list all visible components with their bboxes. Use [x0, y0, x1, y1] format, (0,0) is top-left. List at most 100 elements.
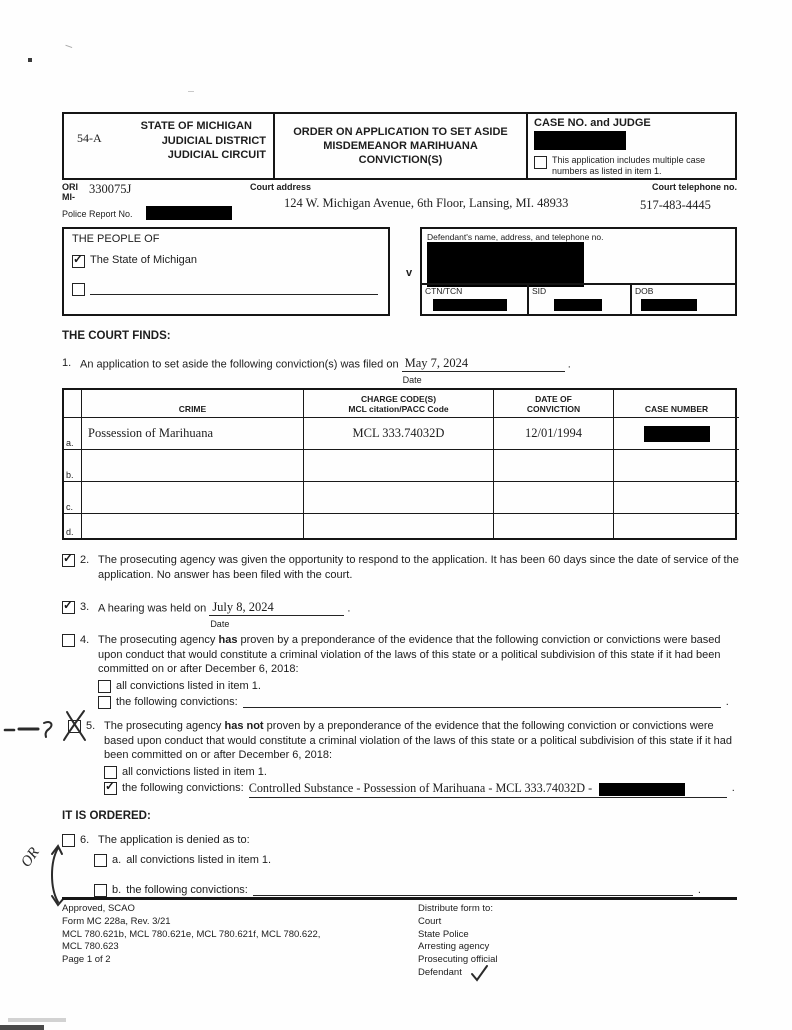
period: .	[731, 782, 735, 794]
footer-divider	[62, 897, 737, 900]
other-plaintiff-field[interactable]	[90, 282, 378, 295]
charge-cell	[304, 450, 494, 482]
or-annotation-text: OR	[18, 845, 43, 871]
item4-convictions-field[interactable]	[242, 695, 721, 708]
charge-cell	[304, 514, 494, 538]
versus-label: v	[406, 267, 413, 279]
item5-all-convictions-label: all convictions listed in item 1.	[122, 765, 267, 778]
defendant-checkmark	[471, 964, 488, 982]
multiple-case-checkbox[interactable]	[534, 156, 547, 169]
scan-artifact	[65, 40, 74, 49]
footer-line: MCL 780.623	[62, 941, 119, 953]
item2-text: The prosecuting agency was given the opp…	[98, 554, 739, 581]
item-number: 1.	[62, 357, 72, 369]
distribute-item: Defendant	[418, 964, 498, 982]
corner-cell	[64, 390, 82, 418]
distribute-label: Distribute form to:	[418, 903, 493, 914]
item5-following-convictions-checkbox[interactable]: ✓	[104, 779, 117, 795]
redaction-bar	[641, 298, 697, 311]
footer-line: MCL 780.621b, MCL 780.621e, MCL 780.621f…	[62, 928, 321, 940]
hearing-date-field[interactable]: July 8, 2024 Date	[209, 600, 345, 629]
date-cell	[494, 482, 614, 514]
circuit-line: JUDICIAL CIRCUIT	[167, 149, 266, 161]
ordered-heading: IT IS ORDERED:	[62, 810, 151, 822]
finding-item-1: 1. An application to set aside the follo…	[62, 356, 762, 385]
dob-label: DOB	[635, 286, 654, 296]
date-caption: Date	[402, 375, 422, 385]
checkmark-icon: ✓	[73, 252, 84, 266]
item6b-checkbox[interactable]	[94, 884, 107, 897]
redaction-bar	[599, 782, 686, 796]
item4-text-bold: has	[218, 634, 238, 646]
period: .	[697, 884, 701, 896]
checkmark-icon: ✓	[63, 598, 74, 612]
case-number-label: CASE NO. and JUDGE	[534, 117, 651, 129]
item4-checkbox[interactable]	[62, 634, 75, 647]
margin-arrow-annotation	[3, 721, 53, 738]
police-report-label: Police Report No.	[62, 209, 133, 219]
or-margin-annotation: OR	[18, 844, 65, 907]
footer-line: Page 1 of 2	[62, 954, 111, 966]
period: .	[725, 696, 729, 708]
item6a-checkbox[interactable]	[94, 854, 107, 867]
item5-text-prefix: The prosecuting agency	[104, 720, 222, 732]
court-info-row: ORI 330075J MI- Court address 124 W. Mic…	[62, 182, 737, 226]
item-number: 2.	[80, 554, 90, 566]
distribute-item: Prosecuting official	[418, 954, 498, 966]
court-address-value: 124 W. Michigan Avenue, 6th Floor, Lansi…	[284, 196, 569, 210]
footer-line: Form MC 228a, Rev. 3/21	[62, 915, 171, 927]
date-caption: Date	[210, 619, 230, 629]
item1-text: An application to set aside the followin…	[80, 358, 399, 371]
item5-following-convictions-label: the following convictions:	[122, 782, 244, 794]
filing-date-value: May 7, 2024	[404, 356, 469, 370]
conviction-table: CRIME CHARGE CODE(S) MCL citation/PACC C…	[62, 388, 739, 540]
defendant-label: Defendant's name, address, and telephone…	[427, 232, 604, 242]
row-letter: b.	[64, 450, 82, 482]
item5-text-bold: has not	[224, 720, 264, 732]
state-line: STATE OF MICHIGAN	[140, 120, 252, 132]
item5-convictions-field[interactable]: Controlled Substance - Possession of Mar…	[248, 781, 727, 798]
ori-value: 330075J	[89, 182, 132, 196]
item6-text: The application is denied as to:	[98, 834, 250, 846]
distribute-item: Court	[418, 915, 442, 927]
distribute-item: State Police	[418, 928, 469, 940]
court-finds-heading: THE COURT FINDS:	[62, 330, 171, 342]
redaction-bar	[427, 242, 584, 287]
col-header-date: DATE OF CONVICTION	[494, 390, 614, 418]
col-header-charge: CHARGE CODE(S) MCL citation/PACC Code	[304, 390, 494, 418]
court-number: 54-A	[77, 131, 102, 145]
date-cell	[494, 450, 614, 482]
crime-cell: Possession of Marihuana	[82, 418, 304, 450]
item5-all-convictions-checkbox[interactable]	[104, 765, 117, 779]
party-section: THE PEOPLE OF ✓ The State of Michigan v …	[62, 227, 737, 318]
checkmark-icon: ✓	[105, 779, 116, 793]
court-phone-value: 517-483-4445	[640, 198, 711, 212]
state-of-michigan-checkbox[interactable]: ✓	[72, 252, 85, 268]
item2-checkbox[interactable]: ✓	[62, 551, 75, 567]
item-number: 4.	[80, 634, 90, 646]
scan-artifact	[0, 1025, 44, 1030]
case-cell	[614, 418, 739, 450]
item5-checkbox[interactable]	[63, 710, 86, 741]
item6a-letter: a.	[112, 854, 122, 866]
redaction-bar	[554, 298, 602, 311]
case-number-cell: CASE NO. and JUDGE This application incl…	[528, 114, 735, 178]
item3-checkbox[interactable]: ✓	[62, 598, 75, 614]
finding-item-5: 5. The prosecuting agency has not proven…	[3, 710, 760, 798]
redaction-bar	[146, 206, 232, 220]
filing-date-field[interactable]: May 7, 2024 Date	[401, 356, 565, 385]
item4-following-convictions-checkbox[interactable]	[98, 696, 111, 709]
item6-checkbox[interactable]	[62, 834, 75, 847]
plaintiff-box: THE PEOPLE OF ✓ The State of Michigan	[62, 227, 390, 316]
item4-all-convictions-checkbox[interactable]	[98, 679, 111, 693]
footer-line: Approved, SCAO	[62, 903, 135, 914]
item4-following-convictions-label: the following convictions:	[116, 696, 238, 708]
form-title-line1: ORDER ON APPLICATION TO SET ASIDE	[293, 126, 508, 138]
order-item-6b: b. the following convictions: .	[94, 883, 754, 898]
item6b-convictions-field[interactable]	[252, 883, 693, 896]
other-plaintiff-checkbox[interactable]	[72, 283, 85, 296]
form-title-cell: ORDER ON APPLICATION TO SET ASIDE MISDEM…	[275, 114, 528, 178]
court-identity-cell: 54-A STATE OF MICHIGAN JUDICIAL DISTRICT…	[64, 114, 275, 178]
form-title-line3: CONVICTION(S)	[358, 154, 443, 166]
